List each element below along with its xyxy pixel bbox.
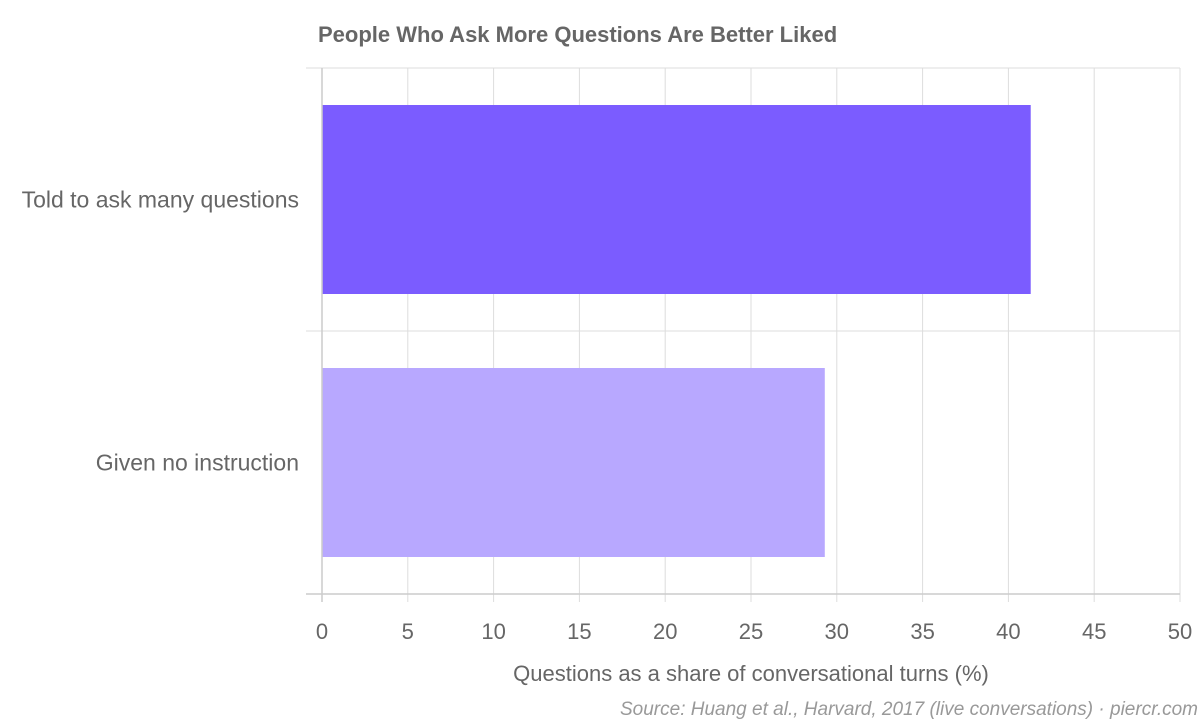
category-label: Told to ask many questions	[22, 187, 299, 213]
bars	[322, 105, 1031, 557]
axes	[306, 68, 1180, 602]
x-tick-label: 15	[567, 619, 591, 644]
x-tick-label: 30	[825, 619, 849, 644]
x-tick-label: 20	[653, 619, 677, 644]
source-note: Source: Huang et al., Harvard, 2017 (liv…	[620, 699, 1198, 720]
x-tick-label: 10	[481, 619, 505, 644]
bar	[322, 105, 1031, 294]
x-tick-label: 0	[316, 619, 328, 644]
category-label: Given no instruction	[96, 450, 299, 476]
x-tick-label: 25	[739, 619, 763, 644]
x-tick-label: 5	[402, 619, 414, 644]
x-axis-title: Questions as a share of conversational t…	[513, 661, 989, 686]
x-tick-label: 45	[1082, 619, 1106, 644]
x-tick-label: 40	[996, 619, 1020, 644]
x-tick-label: 50	[1168, 619, 1192, 644]
category-labels: Told to ask many questions Given no instr…	[22, 187, 299, 476]
chart-title: People Who Ask More Questions Are Better…	[318, 22, 837, 47]
bar	[322, 368, 825, 557]
x-tick-labels: 0 5 10 15 20 25 30 35 40 45 50	[316, 619, 1192, 644]
x-tick-label: 35	[910, 619, 934, 644]
